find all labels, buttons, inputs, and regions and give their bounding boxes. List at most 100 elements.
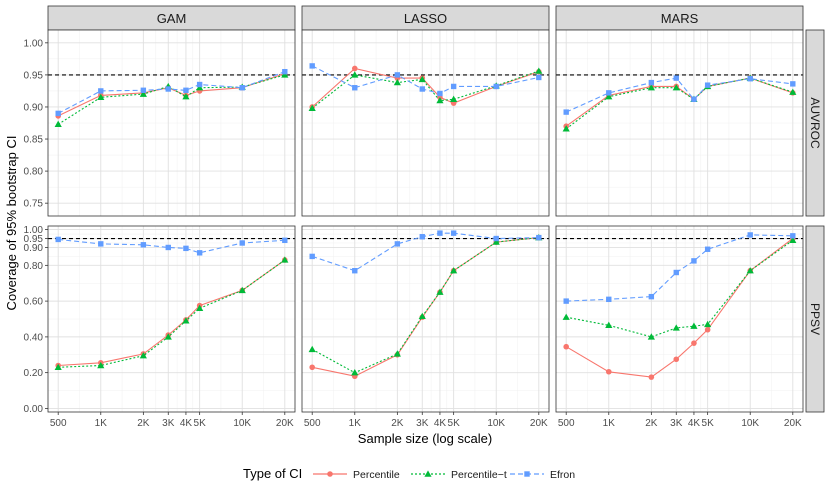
series-line-efron xyxy=(566,234,793,302)
series-line-percentile-t xyxy=(58,259,286,368)
data-point-efron xyxy=(98,88,104,94)
data-point-efron xyxy=(563,298,569,304)
series-line-percentile xyxy=(311,67,539,108)
x-tick-label: 10K xyxy=(741,418,759,429)
data-point-efron xyxy=(183,87,189,93)
data-point-percentile-t xyxy=(351,71,359,78)
panel-gam-ppsv: 0.00 0.20 0.40 0.60 0.80 0.900.951.00 500 1K 2K 3… xyxy=(24,225,296,429)
y-tick-label: 0.60 xyxy=(24,297,44,308)
facet-strip-lasso xyxy=(301,5,550,31)
data-point-efron xyxy=(606,90,612,96)
data-point-efron xyxy=(309,253,315,260)
data-point-efron xyxy=(352,85,358,91)
panel-lasso-ppsv: 500 1K 2K 3K 4K 5K 10K 20K xyxy=(301,225,550,429)
y-tick-label: 0.95 xyxy=(24,234,44,245)
x-tick-label: 1K xyxy=(603,418,616,429)
series-line-percentile xyxy=(312,237,539,377)
data-point-percentile-t xyxy=(139,90,147,97)
data-point-efron xyxy=(691,258,697,264)
x-axis-title: Sample size (log scale) xyxy=(358,431,492,446)
series-line-efron xyxy=(312,232,539,272)
data-point-percentile-t xyxy=(436,288,444,295)
y-tick-label: 0.00 xyxy=(24,404,44,415)
panel-border xyxy=(301,225,550,413)
x-tick-label: 5K xyxy=(448,418,461,429)
x-tick-label: 500 xyxy=(558,418,575,429)
data-point-percentile-t xyxy=(690,322,698,329)
panel-mars-auvroc xyxy=(555,29,804,217)
facet-label-auvroc: AUVROC xyxy=(808,97,822,149)
series-line-efron xyxy=(58,238,285,254)
data-point-percentile-t xyxy=(605,93,613,100)
data-point-efron xyxy=(282,237,288,244)
data-point-efron xyxy=(493,235,499,242)
data-point-percentile-t xyxy=(238,286,246,294)
x-tick-label: 20K xyxy=(276,418,294,429)
y-axis-title: Coverage of 95% bootstrap CI xyxy=(4,136,19,311)
data-point-percentile-t xyxy=(281,256,289,263)
data-point-percentile-t xyxy=(281,71,289,78)
data-point-percentile xyxy=(605,368,612,375)
x-tick-label: 10K xyxy=(487,418,505,429)
legend-label-efron: Efron xyxy=(550,469,575,481)
x-tick-label: 500 xyxy=(50,418,67,429)
facet-label-lasso: LASSO xyxy=(404,11,447,26)
data-point-efron xyxy=(673,75,679,81)
data-point-efron xyxy=(282,68,288,75)
facet-strip-ppsv xyxy=(805,225,825,413)
data-point-efron xyxy=(196,81,203,88)
data-point-efron xyxy=(536,74,542,81)
panel-lasso-auvroc xyxy=(301,29,550,217)
data-point-efron xyxy=(648,293,655,300)
data-point-efron xyxy=(140,87,147,93)
data-point-percentile-t xyxy=(182,317,190,324)
data-point-percentile-t xyxy=(535,67,543,74)
facet-label-ppsv: PPSV xyxy=(808,303,822,335)
series-line-percentile-t xyxy=(311,70,539,109)
y-tick-label: 0.95 xyxy=(24,70,44,81)
x-tick-label: 3K xyxy=(416,418,429,429)
facet-strip-gam xyxy=(47,5,296,31)
x-tick-label: 1K xyxy=(349,418,362,429)
data-point-efron xyxy=(239,240,245,246)
legend-key-marker-percentile-t xyxy=(424,470,432,477)
y-tick-label: 0.20 xyxy=(24,368,44,379)
data-point-efron xyxy=(704,246,711,252)
legend-title: Type of CI xyxy=(243,466,302,481)
data-point-percentile-t xyxy=(789,88,797,95)
legend-label-percentile-t: Percentile−t xyxy=(451,469,507,481)
series-line-efron xyxy=(57,71,285,114)
data-point-percentile-t xyxy=(139,352,147,359)
data-point-percentile-t xyxy=(704,320,712,328)
data-point-efron xyxy=(55,110,61,117)
data-point-efron xyxy=(790,233,796,239)
data-point-percentile-t xyxy=(746,267,754,274)
data-point-efron xyxy=(450,83,457,90)
legend-label-percentile: Percentile xyxy=(353,469,400,481)
x-tick-label: 3K xyxy=(670,418,683,429)
x-tick-label: 500 xyxy=(304,418,321,429)
data-point-efron xyxy=(239,85,245,91)
data-point-percentile-t xyxy=(450,95,458,102)
data-point-efron xyxy=(747,232,753,238)
data-point-efron xyxy=(419,86,425,92)
data-point-efron xyxy=(352,268,358,274)
x-tick-label: 4K xyxy=(688,418,701,429)
data-point-percentile-t xyxy=(393,78,401,86)
panel-border xyxy=(555,225,804,413)
data-point-percentile-t xyxy=(418,312,426,320)
data-point-efron xyxy=(55,236,61,243)
x-tick-label: 3K xyxy=(162,418,175,429)
panel-gam-auvroc: 0.75 0.80 0.85 0.90 0.95 1.00 xyxy=(24,29,296,217)
legend-key-marker-efron xyxy=(524,471,530,477)
data-point-efron xyxy=(165,244,171,251)
facet-label-mars: MARS xyxy=(661,11,699,26)
x-tick-label: 2K xyxy=(391,418,404,429)
y-tick-label: 0.40 xyxy=(24,332,44,343)
data-point-percentile xyxy=(351,65,358,72)
x-tick-label: 5K xyxy=(194,418,207,429)
panel-border xyxy=(301,29,550,217)
data-point-efron xyxy=(563,109,569,115)
data-point-efron xyxy=(165,86,171,92)
data-point-efron xyxy=(437,230,443,236)
